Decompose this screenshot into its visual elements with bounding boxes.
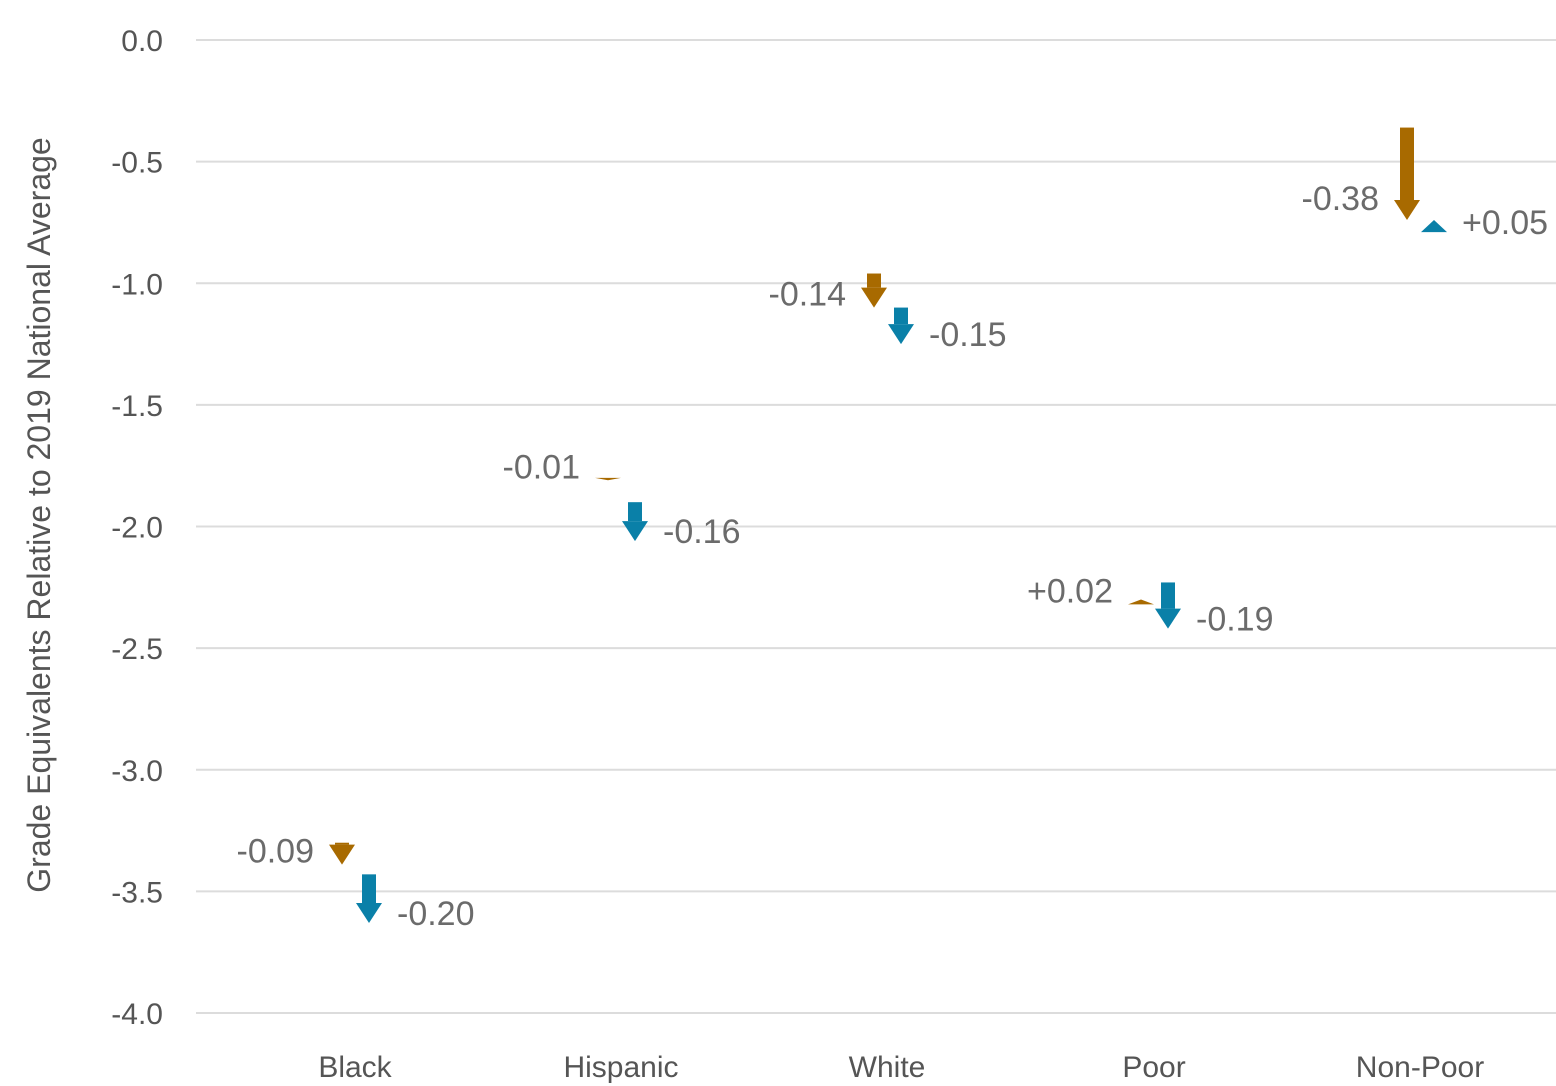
change-label: -0.15 xyxy=(929,316,1007,354)
change-label: -0.38 xyxy=(1302,180,1380,218)
change-arrow xyxy=(1155,582,1181,629)
change-arrow xyxy=(595,477,621,481)
change-arrow xyxy=(888,307,914,345)
y-tick-label: -2.0 xyxy=(111,512,163,545)
arrow-head xyxy=(329,844,355,865)
y-tick-label: -1.5 xyxy=(111,390,163,423)
change-arrow xyxy=(622,502,648,542)
y-axis-ticks: 0.0 -0.5 -1.0 -1.5 -2.0 -2.5 -3.0 -3.5 -4.0 xyxy=(111,25,163,1031)
y-tick-label: 0.0 xyxy=(121,25,163,58)
change-arrow xyxy=(861,273,887,308)
y-tick-label: -3.5 xyxy=(111,876,163,909)
y-tick-label: -4.0 xyxy=(111,998,163,1031)
arrow-head xyxy=(888,324,914,345)
change-arrow xyxy=(356,874,382,923)
arrow-shaft xyxy=(362,874,376,903)
y-tick-label: -0.5 xyxy=(111,147,163,180)
change-label: -0.01 xyxy=(503,448,581,486)
data-labels: -0.09 -0.01 -0.14 +0.02 -0.38 -0.20 -0.16 -0.15… xyxy=(237,180,1549,933)
y-tick-label: -2.5 xyxy=(111,633,163,666)
arrow-shaft xyxy=(1161,582,1175,609)
y-axis-title: Grade Equivalents Relative to 2019 Natio… xyxy=(21,137,57,892)
change-label: -0.09 xyxy=(237,833,315,871)
x-category-label: Poor xyxy=(1122,1051,1185,1084)
arrow-head xyxy=(622,521,648,542)
arrow-shaft xyxy=(894,307,908,325)
change-label: -0.20 xyxy=(397,895,475,933)
arrow-shaft xyxy=(1400,127,1414,201)
change-label: +0.05 xyxy=(1462,204,1548,242)
change-label: -0.19 xyxy=(1196,601,1274,639)
y-tick-label: -3.0 xyxy=(111,755,163,788)
change-arrow xyxy=(1394,127,1420,221)
arrow-head xyxy=(1421,220,1447,233)
x-category-label: Non-Poor xyxy=(1356,1051,1484,1084)
change-arrow xyxy=(329,842,355,865)
change-arrow xyxy=(1128,599,1154,605)
arrow-marks xyxy=(329,127,1447,923)
arrow-head xyxy=(861,287,887,308)
arrow-head xyxy=(1155,608,1181,629)
arrow-shaft xyxy=(628,502,642,522)
arrow-head xyxy=(1128,599,1154,605)
arrow-head xyxy=(595,477,621,481)
change-label: -0.16 xyxy=(663,513,741,551)
y-tick-label: -1.0 xyxy=(111,268,163,301)
arrow-head xyxy=(356,902,382,923)
arrow-shaft xyxy=(867,273,881,288)
arrow-head xyxy=(1394,200,1420,221)
arrow-shaft xyxy=(335,842,349,845)
change-arrow xyxy=(1421,220,1447,233)
x-category-label: Black xyxy=(318,1051,392,1084)
x-category-label: White xyxy=(849,1051,926,1084)
x-axis-categories: Black Hispanic White Poor Non-Poor xyxy=(318,1051,1484,1084)
change-label: +0.02 xyxy=(1027,572,1113,610)
x-category-label: Hispanic xyxy=(563,1051,678,1084)
change-label: -0.14 xyxy=(769,276,847,314)
gridlines xyxy=(196,39,1556,1014)
